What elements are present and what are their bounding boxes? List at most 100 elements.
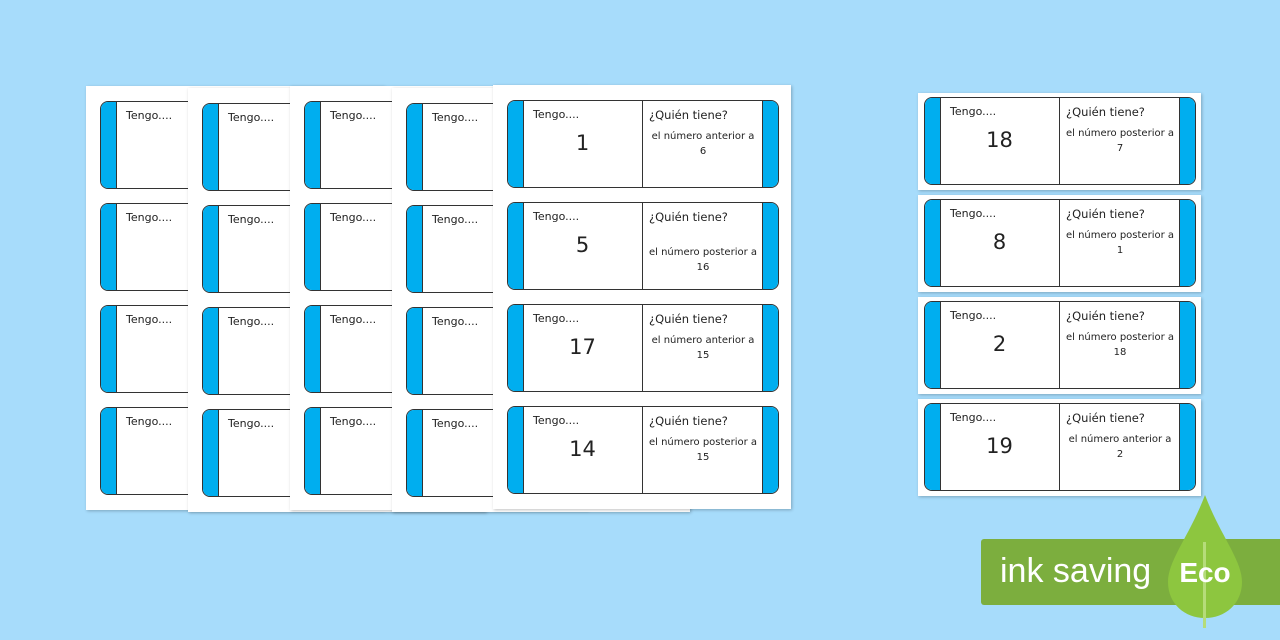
- card-accent-right: [762, 305, 778, 391]
- card-clue: el número posterior a 1: [1060, 228, 1180, 258]
- tengo-label: Tengo....: [228, 417, 275, 430]
- clue-text: el número posterior a: [1065, 230, 1175, 241]
- tengo-label: Tengo....: [330, 211, 377, 224]
- card-accent-right: [762, 407, 778, 493]
- quien-tiene-label: ¿Quién tiene?: [1066, 309, 1145, 323]
- clue-text: el número anterior a: [651, 335, 755, 346]
- tengo-label: Tengo....: [950, 309, 997, 322]
- eco-label: Eco: [1179, 557, 1230, 588]
- clue-target: 1: [1116, 245, 1124, 256]
- clue-text: el número anterior a: [1068, 434, 1172, 445]
- tengo-label: Tengo....: [533, 414, 580, 427]
- clue-text: el número posterior a: [1065, 332, 1175, 343]
- tengo-label: Tengo....: [432, 213, 479, 226]
- card-accent-left: [101, 102, 117, 188]
- tengo-label: Tengo....: [950, 105, 997, 118]
- card-divider: [1059, 98, 1060, 184]
- card: Tengo.... 14 ¿Quién tiene? el número poster…: [507, 406, 779, 494]
- tengo-label: Tengo....: [228, 213, 275, 226]
- card-accent-right: [762, 203, 778, 289]
- clue-target: 16: [696, 262, 710, 273]
- clue-text: el número posterior a: [648, 247, 758, 258]
- card-clue: el número anterior a 2: [1060, 432, 1180, 462]
- card-clue: el número posterior a 18: [1060, 330, 1180, 360]
- quien-tiene-label: ¿Quién tiene?: [1066, 207, 1145, 221]
- clue-target: 15: [696, 452, 710, 463]
- card-number: 2: [992, 332, 1007, 356]
- clue-target: 7: [1116, 143, 1124, 154]
- card-accent-left: [508, 305, 524, 391]
- card: Tengo.... 8 ¿Quién tiene? el número posteri…: [924, 199, 1196, 287]
- ink-saving-label: ink saving: [1000, 552, 1152, 590]
- card-accent-right: [1179, 200, 1195, 286]
- card-accent-left: [925, 200, 941, 286]
- card-divider: [1059, 404, 1060, 490]
- card-clue: el número posterior a 15: [643, 435, 763, 465]
- card-accent-left: [101, 306, 117, 392]
- cut-card: Tengo.... 8 ¿Quién tiene? el número posteri…: [918, 195, 1201, 292]
- card-accent-left: [203, 104, 219, 190]
- clue-target: 2: [1116, 449, 1124, 460]
- card: Tengo.... 1 ¿Quién tiene? el número anterio…: [507, 100, 779, 188]
- tengo-label: Tengo....: [126, 211, 173, 224]
- card-accent-left: [101, 204, 117, 290]
- quien-tiene-label: ¿Quién tiene?: [1066, 105, 1145, 119]
- card-divider: [642, 101, 643, 187]
- quien-tiene-label: ¿Quién tiene?: [649, 210, 728, 224]
- tengo-label: Tengo....: [228, 111, 275, 124]
- card-divider: [1059, 200, 1060, 286]
- card-number: 5: [575, 233, 590, 257]
- cut-card: Tengo.... 2 ¿Quién tiene? el número posteri…: [918, 297, 1201, 394]
- card-clue: el número posterior a 7: [1060, 126, 1180, 156]
- card-accent-left: [305, 204, 321, 290]
- card-accent-left: [508, 101, 524, 187]
- clue-text: el número posterior a: [648, 437, 758, 448]
- quien-tiene-label: ¿Quién tiene?: [1066, 411, 1145, 425]
- tengo-label: Tengo....: [330, 109, 377, 122]
- quien-tiene-label: ¿Quién tiene?: [649, 108, 728, 122]
- tengo-label: Tengo....: [228, 315, 275, 328]
- card-number: 18: [986, 128, 1013, 152]
- card-divider: [642, 203, 643, 289]
- clue-target: 18: [1113, 347, 1127, 358]
- card: Tengo.... 18 ¿Quién tiene? el número poster…: [924, 97, 1196, 185]
- eco-leaf-icon: Eco: [1168, 495, 1242, 628]
- card-accent-left: [925, 98, 941, 184]
- card-accent-right: [1179, 404, 1195, 490]
- clue-text: el número anterior a: [651, 131, 755, 142]
- tengo-label: Tengo....: [533, 210, 580, 223]
- tengo-label: Tengo....: [950, 207, 997, 220]
- card-number: 17: [569, 335, 596, 359]
- card-accent-left: [407, 410, 423, 496]
- tengo-label: Tengo....: [330, 415, 377, 428]
- card-accent-left: [203, 410, 219, 496]
- card: Tengo.... 2 ¿Quién tiene? el número posteri…: [924, 301, 1196, 389]
- card-accent-left: [508, 203, 524, 289]
- card-accent-left: [407, 308, 423, 394]
- card-accent-right: [1179, 98, 1195, 184]
- quien-tiene-label: ¿Quién tiene?: [649, 414, 728, 428]
- card-accent-left: [508, 407, 524, 493]
- card-accent-left: [407, 104, 423, 190]
- clue-text: el número posterior a: [1065, 128, 1175, 139]
- tengo-label: Tengo....: [330, 313, 377, 326]
- card-accent-left: [203, 308, 219, 394]
- card-accent-left: [203, 206, 219, 292]
- card-sheet-front: Tengo.... 1 ¿Quién tiene? el número anterio…: [493, 85, 791, 509]
- card-accent-left: [305, 408, 321, 494]
- tengo-label: Tengo....: [533, 108, 580, 121]
- quien-tiene-label: ¿Quién tiene?: [649, 312, 728, 326]
- cut-card: Tengo.... 19 ¿Quién tiene? el número anteri…: [918, 399, 1201, 496]
- card-accent-left: [305, 306, 321, 392]
- card: Tengo.... 5 ¿Quién tiene? el número posteri…: [507, 202, 779, 290]
- card: Tengo.... 17 ¿Quién tiene? el número anteri…: [507, 304, 779, 392]
- clue-target: 6: [699, 146, 707, 157]
- card-divider: [642, 305, 643, 391]
- card-clue: el número posterior a 16: [643, 245, 763, 275]
- clue-target: 15: [696, 350, 710, 361]
- tengo-label: Tengo....: [950, 411, 997, 424]
- tengo-label: Tengo....: [533, 312, 580, 325]
- card-number: 8: [992, 230, 1007, 254]
- card-accent-left: [407, 206, 423, 292]
- tengo-label: Tengo....: [432, 417, 479, 430]
